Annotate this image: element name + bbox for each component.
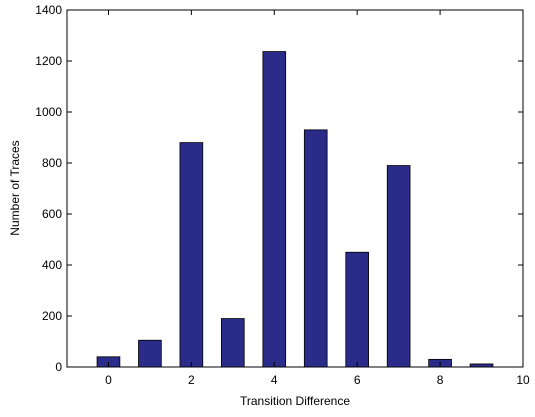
bar-2 [179,142,204,368]
y-tick-label-1400: 1400 [35,3,62,17]
y-axis-label: Number of Traces [8,140,22,235]
y-tick-label-1000: 1000 [35,105,62,119]
y-tick-label-400: 400 [42,258,62,272]
y-tick-label-0: 0 [55,360,62,374]
x-tick-label-0: 0 [105,373,112,387]
x-tick-label-8: 8 [437,373,444,387]
bar-4 [262,51,287,368]
bar-6 [345,251,369,368]
plot-area [66,9,524,368]
bar-5 [303,129,328,368]
y-tick-label-1200: 1200 [35,54,62,68]
x-tick-label-4: 4 [271,373,278,387]
y-tick-label-800: 800 [42,156,62,170]
bar-3 [221,318,245,368]
x-tick-label-6: 6 [354,373,361,387]
bar-1 [138,339,162,368]
y-tick-label-600: 600 [42,207,62,221]
axis-ticks: 0 2 4 6 8 10 0 200 400 600 800 1000 1200 1400 [35,3,530,387]
x-axis-label: Transition Difference [240,394,350,408]
bar-7 [386,165,411,368]
y-tick-label-200: 200 [42,309,62,323]
x-tick-label-10: 10 [516,373,530,387]
x-tick-label-2: 2 [188,373,195,387]
bar-9 [469,363,494,368]
